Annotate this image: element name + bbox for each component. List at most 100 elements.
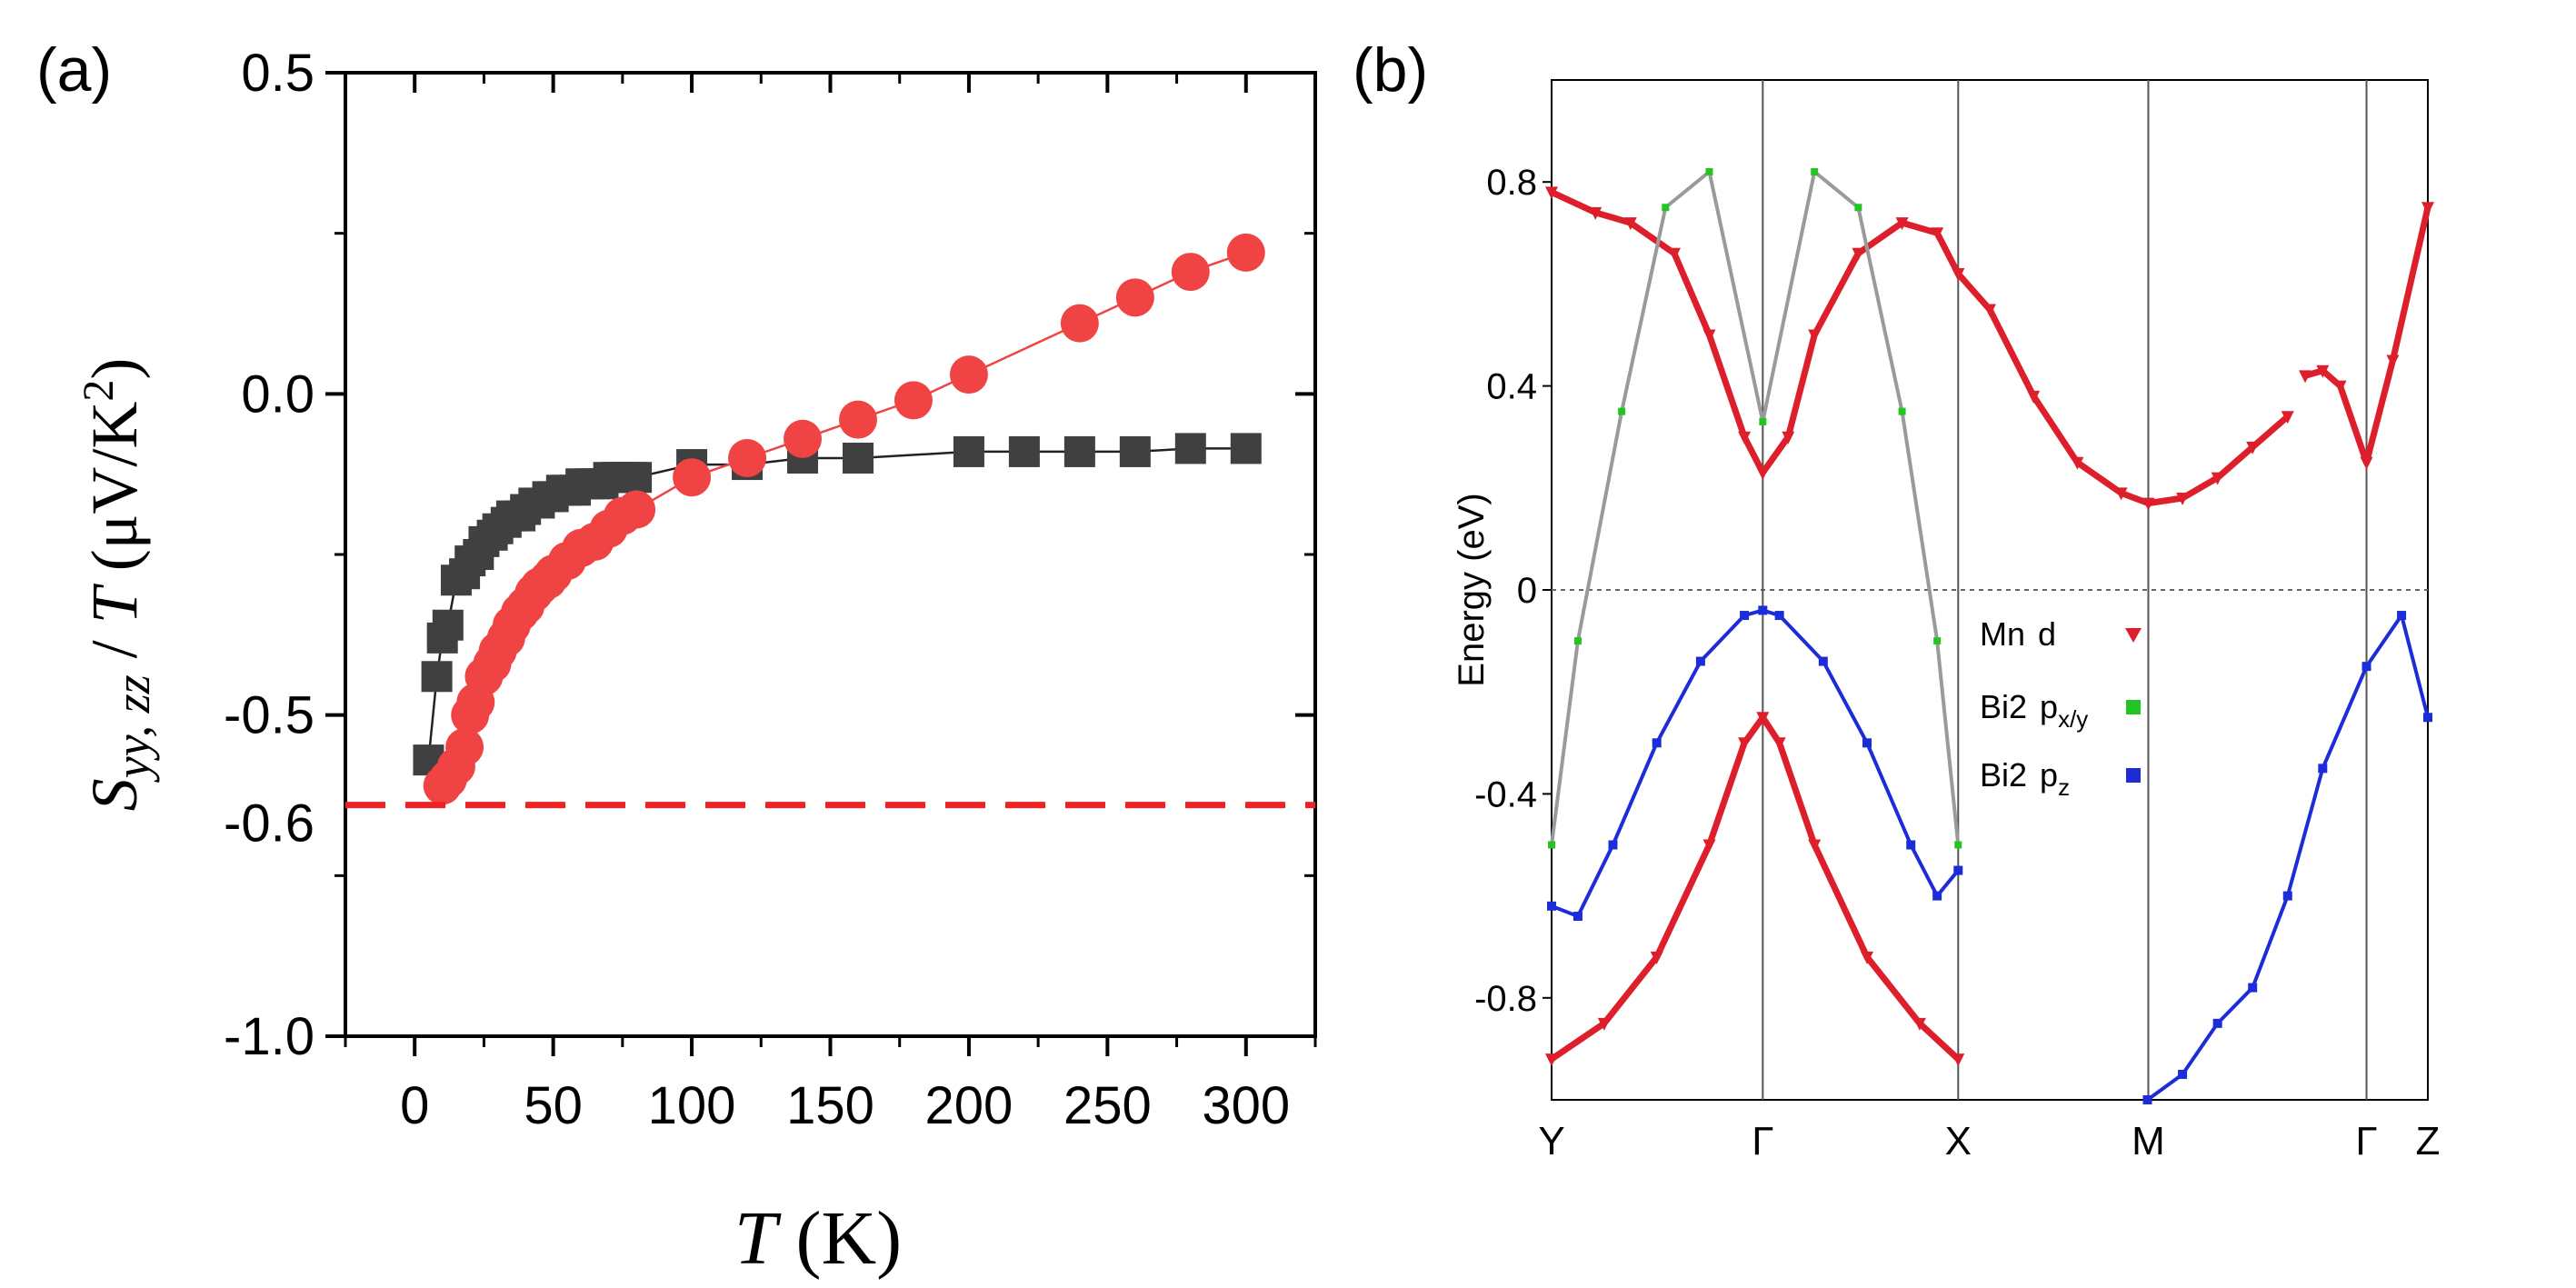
- x-tick-label: 50: [524, 1076, 583, 1135]
- y-tick-label: -0.8: [1474, 979, 1537, 1019]
- band-marker: [2318, 764, 2328, 774]
- band-marker: [1983, 304, 1996, 317]
- band-marker: [2299, 370, 2312, 384]
- panel-a-x-axis-label: T (K): [734, 1196, 902, 1281]
- band-marker: [1618, 407, 1626, 415]
- band-marker: [1808, 329, 1822, 343]
- band-marker: [1545, 1053, 1558, 1067]
- band-marker: [2423, 713, 2432, 723]
- band-marker: [1756, 712, 1770, 725]
- legend-label: Mn d: [1980, 615, 2056, 653]
- data-point-square: [953, 435, 984, 467]
- band-marker: [1898, 407, 1906, 415]
- band-marker: [1695, 656, 1705, 666]
- band-marker: [1573, 637, 1582, 645]
- y-tick-label: -0.4: [1474, 774, 1537, 814]
- band-marker: [2316, 364, 2330, 378]
- x-tick-label: 300: [1202, 1076, 1290, 1135]
- data-point-circle: [1060, 304, 1099, 343]
- band-marker: [2282, 891, 2292, 901]
- band-dispersive-grey: [1550, 169, 1961, 845]
- kpath-label: Y: [1538, 1119, 1564, 1163]
- data-point-square: [1063, 435, 1095, 467]
- band-marker: [1932, 891, 1942, 901]
- data-point-circle: [949, 355, 988, 394]
- data-point-square: [421, 661, 453, 693]
- band-marker: [1772, 737, 1786, 751]
- reference-line-label: -0.6: [224, 794, 315, 854]
- band-marker: [1738, 431, 1752, 444]
- y-tick-label: 0: [1517, 571, 1537, 611]
- data-point-circle: [838, 400, 877, 439]
- band-marker: [1548, 841, 1555, 849]
- band-marker: [1738, 737, 1752, 751]
- band-marker: [1702, 839, 1716, 853]
- band-marker: [2361, 662, 2371, 672]
- band-marker: [2178, 1069, 2188, 1079]
- band-marker: [1573, 912, 1583, 922]
- band-marker: [1589, 206, 1603, 220]
- band-marker: [1953, 865, 1963, 875]
- band-marker: [2142, 1095, 2152, 1104]
- band-marker: [1952, 268, 1965, 282]
- band-marker: [1774, 611, 1784, 621]
- panel-a-data: [413, 233, 1265, 805]
- band-marker: [2176, 493, 2190, 506]
- band-marker: [2281, 411, 2294, 424]
- x-tick-label: 150: [786, 1076, 874, 1135]
- band-marker: [1759, 417, 1767, 425]
- x-tick-label: 100: [648, 1076, 736, 1135]
- band-marker: [1740, 611, 1750, 621]
- svg-text:T (K): T (K): [734, 1196, 902, 1281]
- band-marker: [1545, 186, 1558, 200]
- band-marker: [1912, 1017, 1926, 1031]
- legend-label: Bi2 pz: [1980, 756, 2070, 801]
- legend-marker: [2125, 628, 2142, 643]
- data-point-square: [1008, 435, 1040, 467]
- band-marker: [2360, 456, 2373, 470]
- band-blue-M-Gamma: [2146, 614, 2430, 1102]
- x-tick-label: 200: [925, 1076, 1013, 1135]
- band-marker: [2142, 497, 2155, 511]
- band-marker: [1854, 204, 1862, 212]
- data-point-square: [432, 609, 464, 641]
- x-tick-label: 0: [400, 1076, 429, 1135]
- band-marker: [1662, 204, 1670, 212]
- kpath-label: X: [1945, 1119, 1972, 1163]
- legend-marker: [2126, 768, 2141, 783]
- panel-b-y-axis-label: Energy (eV): [1452, 493, 1492, 686]
- band-marker: [2071, 456, 2084, 470]
- x-tick-label: 250: [1063, 1076, 1152, 1135]
- band-marker: [2211, 472, 2224, 485]
- band-marker: [1650, 951, 1663, 964]
- panel-b-label: (b): [1353, 35, 1428, 105]
- data-point-circle: [784, 419, 823, 458]
- kpath-label: Γ: [2355, 1119, 2377, 1163]
- kpath-label: M: [2132, 1119, 2165, 1163]
- band-marker: [2212, 1018, 2222, 1028]
- data-point-circle: [1115, 278, 1154, 317]
- band-marker: [1782, 431, 1795, 444]
- band-marker: [2333, 380, 2347, 394]
- y-tick-label: 0.8: [1486, 163, 1537, 203]
- band-marker: [2421, 202, 2434, 215]
- data-point-square: [621, 462, 653, 494]
- band-marker: [1702, 329, 1716, 343]
- y-tick-label: 0.5: [241, 44, 315, 103]
- panel-a-label: (a): [36, 35, 112, 105]
- band-marker: [1667, 247, 1681, 261]
- series-line: [441, 251, 1247, 787]
- band-valence-red: [1550, 714, 1961, 1063]
- y-tick-label: 0.4: [1486, 367, 1537, 407]
- band-marker: [1931, 227, 1944, 241]
- panel-a-y-axis-label: Syy, zz / T (μV/K2): [75, 358, 160, 812]
- panel-a: (a) 0 50 100 150 200 250 300 -1.0 -0.5 0.0 0.5 -0.…: [36, 35, 1317, 1281]
- band-marker: [1705, 167, 1713, 175]
- band-marker: [1852, 247, 1865, 261]
- y-tick-label: -1.0: [224, 1007, 315, 1066]
- data-point-circle: [617, 490, 656, 529]
- panel-a-ticks: 0 50 100 150 200 250 300 -1.0 -0.5 0.0 0.5: [224, 44, 1317, 1135]
- data-point-square: [1230, 433, 1262, 464]
